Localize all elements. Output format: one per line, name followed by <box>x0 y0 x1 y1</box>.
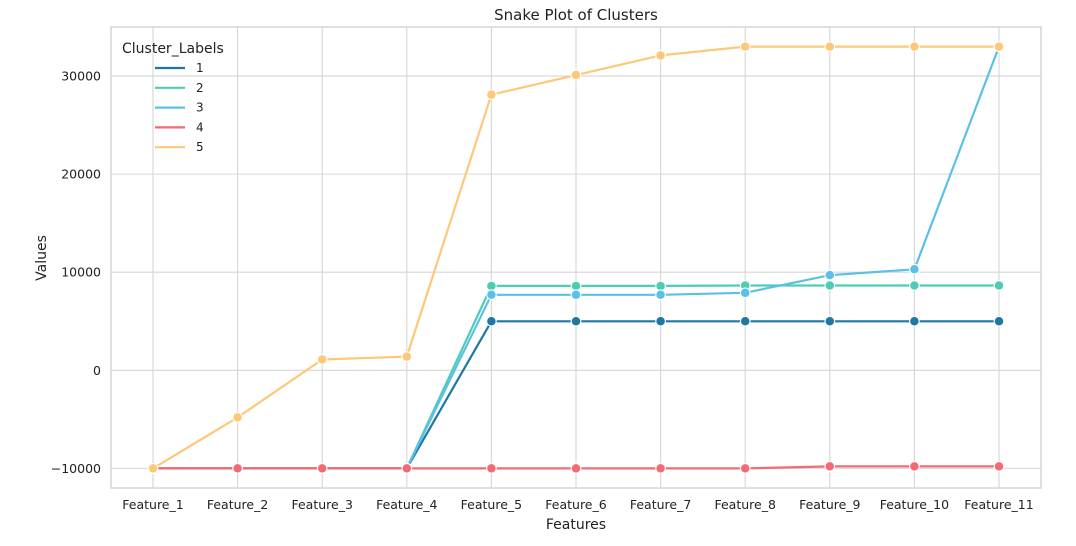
data-point <box>401 351 413 362</box>
data-point <box>486 89 497 101</box>
data-point <box>655 315 666 327</box>
data-point <box>570 69 582 81</box>
data-point <box>993 41 1005 52</box>
data-point <box>655 463 666 474</box>
legend-label: 4 <box>196 120 204 134</box>
data-point <box>909 263 920 275</box>
data-point <box>824 41 836 52</box>
x-tick-label: Feature_5 <box>461 497 522 512</box>
data-point <box>570 463 582 474</box>
x-axis-label: Features <box>546 517 606 533</box>
data-point <box>570 289 582 301</box>
y-tick-label: 0 <box>93 363 101 378</box>
y-axis-label: Values <box>34 235 50 281</box>
legend-label: 3 <box>196 101 204 115</box>
data-point <box>993 461 1005 472</box>
data-point <box>909 315 920 327</box>
data-point <box>232 463 243 474</box>
data-point <box>739 463 751 474</box>
legend-label: 2 <box>196 81 204 95</box>
x-tick-label: Feature_7 <box>630 497 691 512</box>
x-tick-label: Feature_9 <box>799 497 860 512</box>
x-tick-labels: Feature_1 Feature_2 Feature_3 Feature_4 Feat… <box>122 497 1033 512</box>
data-point <box>824 315 836 327</box>
data-point <box>655 50 666 61</box>
y-tick-label: 30000 <box>61 69 101 84</box>
series-lines <box>147 41 1005 474</box>
x-tick-label: Feature_6 <box>545 497 606 512</box>
data-point <box>401 463 413 474</box>
data-point <box>824 269 836 281</box>
data-point <box>909 41 920 52</box>
data-point <box>570 280 582 292</box>
data-point <box>655 280 666 292</box>
data-point <box>232 412 243 423</box>
data-point <box>993 280 1005 291</box>
data-point <box>993 315 1005 327</box>
data-point <box>739 41 751 52</box>
x-tick-label: Feature_1 <box>122 497 183 512</box>
x-tick-label: Feature_11 <box>964 497 1033 512</box>
data-point <box>486 289 497 301</box>
data-point <box>909 280 920 291</box>
data-point <box>486 463 497 474</box>
legend-title: Cluster_Labels <box>122 41 224 57</box>
data-point <box>655 289 666 301</box>
data-point <box>486 280 497 292</box>
legend-label: 5 <box>196 140 204 154</box>
data-point <box>739 287 751 299</box>
data-point <box>486 315 497 327</box>
legend-label: 1 <box>196 61 204 75</box>
y-tick-label: −10000 <box>51 461 101 476</box>
data-point <box>316 354 328 365</box>
chart-title: Snake Plot of Clusters <box>494 6 658 24</box>
y-tick-label: 10000 <box>61 265 101 280</box>
y-tick-label: 20000 <box>61 167 101 182</box>
data-point <box>824 280 836 291</box>
x-tick-label: Feature_3 <box>291 497 352 512</box>
x-tick-label: Feature_8 <box>714 497 775 512</box>
x-tick-label: Feature_4 <box>376 497 437 512</box>
data-point <box>739 315 751 327</box>
data-point <box>909 461 920 472</box>
data-point <box>824 461 836 472</box>
series-5 <box>147 41 1005 474</box>
series-4 <box>147 461 1005 474</box>
y-tick-labels: −10000 0 10000 20000 30000 <box>51 69 101 476</box>
data-point <box>147 463 159 474</box>
x-tick-label: Feature_10 <box>880 497 949 512</box>
data-point <box>570 315 582 327</box>
legend: Cluster_Labels 1 2 3 4 5 <box>122 41 224 154</box>
x-tick-label: Feature_2 <box>207 497 268 512</box>
data-point <box>316 463 328 474</box>
